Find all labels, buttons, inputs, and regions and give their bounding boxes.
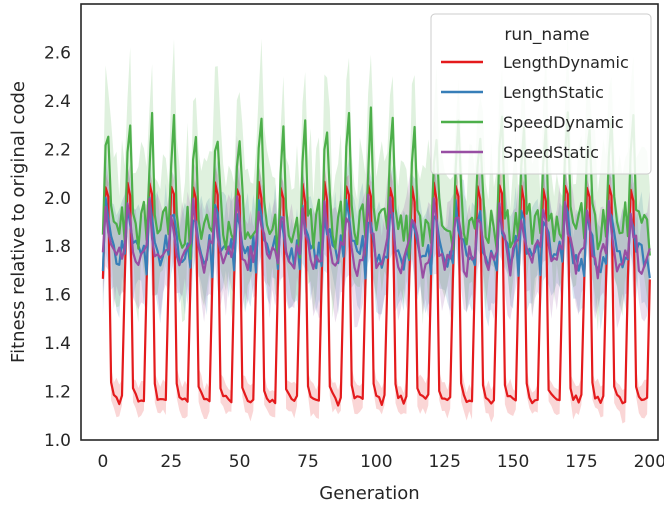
y-tick-label: 2.6 bbox=[44, 43, 71, 63]
plot-frame bbox=[80, 3, 659, 441]
band-SpeedStatic bbox=[102, 135, 650, 329]
y-axis-label: Fitness relative to original code bbox=[8, 81, 29, 363]
legend-label: LengthStatic bbox=[503, 83, 604, 102]
x-tick-label: 175 bbox=[565, 452, 597, 472]
legend-label: LengthDynamic bbox=[503, 53, 629, 72]
band-SpeedDynamic bbox=[102, 29, 650, 337]
series-line-SpeedStatic bbox=[101, 193, 651, 280]
x-axis-ticks: 0 25 50 75 100 125 150 175 200 bbox=[97, 452, 664, 472]
x-tick-label: 75 bbox=[297, 452, 319, 472]
y-tick-label: 1.0 bbox=[44, 431, 71, 451]
legend-label: SpeedDynamic bbox=[503, 113, 624, 132]
y-tick-label: 1.4 bbox=[44, 334, 71, 354]
y-tick-label: 2.0 bbox=[44, 189, 71, 209]
x-tick-label: 0 bbox=[97, 452, 108, 472]
x-tick-label: 200 bbox=[634, 452, 664, 472]
y-tick-label: 1.6 bbox=[44, 286, 71, 306]
y-tick-label: 2.2 bbox=[44, 140, 71, 160]
series-lines bbox=[101, 106, 651, 407]
y-axis-ticks: 1.0 1.2 1.4 1.6 1.8 2.0 2.2 2.4 2.6 bbox=[44, 43, 71, 451]
y-tick-label: 1.2 bbox=[44, 383, 71, 403]
y-tick-label: 1.8 bbox=[44, 237, 71, 257]
x-tick-label: 25 bbox=[160, 452, 182, 472]
legend: run_name LengthDynamic LengthStatic SpeedD… bbox=[430, 13, 652, 175]
series-line-LengthDynamic bbox=[101, 180, 651, 407]
series-line-SpeedDynamic bbox=[101, 106, 651, 265]
band-LengthStatic bbox=[102, 139, 650, 334]
legend-box bbox=[430, 13, 652, 175]
x-axis-label: Generation bbox=[319, 483, 419, 504]
y-tick-label: 2.4 bbox=[44, 92, 71, 112]
x-tick-label: 50 bbox=[229, 452, 251, 472]
legend-title: run_name bbox=[504, 25, 589, 45]
x-tick-label: 125 bbox=[428, 452, 460, 472]
x-tick-label: 150 bbox=[497, 452, 529, 472]
legend-label: SpeedStatic bbox=[503, 143, 599, 162]
x-tick-label: 100 bbox=[360, 452, 392, 472]
